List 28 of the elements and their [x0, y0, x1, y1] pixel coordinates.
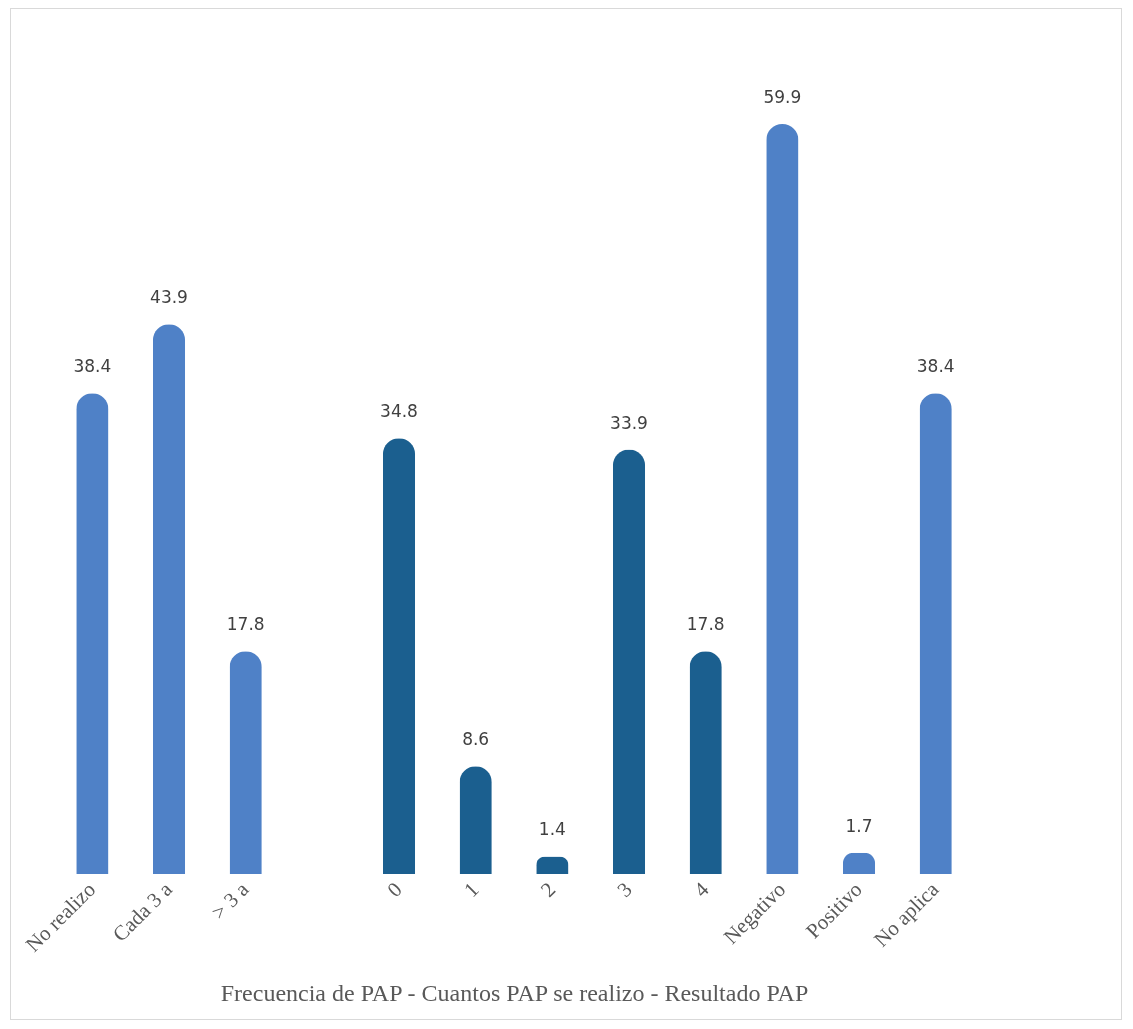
bar	[612, 449, 646, 874]
bar	[229, 651, 262, 874]
data-label: 59.9	[763, 87, 802, 107]
bar	[766, 124, 799, 874]
data-label: 38.4	[916, 356, 955, 377]
data-label: 43.9	[150, 287, 188, 308]
x-tick-label: > 3 a	[206, 876, 254, 925]
x-tick-label: 0	[382, 877, 407, 902]
bar	[689, 651, 722, 874]
bar	[76, 393, 109, 874]
data-label: 8.6	[462, 729, 490, 750]
bar	[382, 438, 416, 874]
x-tick-label: 4	[689, 876, 714, 902]
bar	[152, 324, 186, 874]
x-tick-label: 2	[535, 877, 561, 902]
x-axis-title: Frecuencia de PAP - Cuantos PAP se realizo - Resultado PAP	[220, 979, 809, 1006]
bar	[459, 766, 492, 874]
data-label: 38.4	[73, 356, 112, 377]
data-label: 17.8	[686, 614, 725, 635]
data-label: 17.8	[226, 614, 265, 635]
data-label: 1.4	[538, 819, 566, 840]
x-tick-label: 1	[459, 877, 484, 902]
data-label: 1.7	[845, 815, 873, 836]
x-tick-label: Cada 3 a	[107, 876, 178, 947]
x-tick-label: 3	[612, 877, 637, 902]
bar	[919, 393, 952, 874]
data-label: 33.9	[610, 412, 648, 433]
data-label: 34.8	[380, 401, 418, 422]
